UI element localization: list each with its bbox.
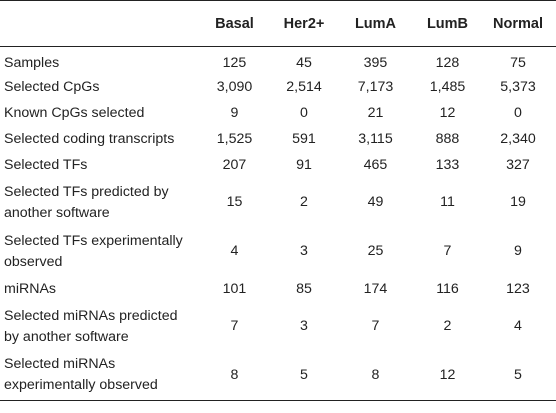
- row-label-line: Selected miRNAs predicted: [4, 307, 178, 324]
- table-cell: 75: [510, 55, 526, 71]
- table-cell: 8: [336, 351, 415, 401]
- table-cell: 2,340: [500, 130, 536, 147]
- table-cell: 3,115: [358, 130, 393, 147]
- table-cell: 12: [439, 104, 456, 121]
- table-cell: 8: [197, 351, 272, 401]
- table-cell: 128: [435, 55, 460, 71]
- row-label: Selected TFs: [4, 156, 88, 173]
- row-label-line: another software: [4, 204, 110, 221]
- header-cell-luma: LumA: [336, 0, 415, 47]
- table-cell: 4: [230, 243, 239, 259]
- data-table: Basal Her2+ LumA LumB Normal Samples 125…: [0, 0, 556, 401]
- table-cell: 2: [300, 194, 308, 210]
- table-cell: 91: [296, 156, 312, 173]
- table-cell: 0: [300, 104, 308, 121]
- table-cell: 123: [506, 280, 530, 297]
- table-cell: 2,514: [286, 78, 322, 95]
- table-row: Samples 125 45 395 128 75: [0, 47, 556, 75]
- table-cell: 15: [226, 194, 243, 210]
- table-cell: 11: [440, 194, 455, 210]
- table-cell: 7,173: [357, 78, 394, 95]
- row-label-line: Selected TFs predicted by: [4, 183, 169, 200]
- table-cell: 327: [506, 156, 530, 173]
- table-cell: 591: [292, 130, 316, 147]
- table-cell: 5: [480, 351, 556, 401]
- header-cell-normal: Normal: [480, 0, 556, 47]
- table-cell: 7: [230, 318, 239, 334]
- table-cell: 9: [514, 243, 522, 259]
- table-row: Selected TFs experimentally observed 4 3 …: [0, 227, 556, 276]
- table-cell: 3: [300, 243, 308, 259]
- table-row: Selected coding transcripts 1,525 591 3,…: [0, 126, 556, 152]
- table-cell: 5: [272, 351, 336, 401]
- table-cell: 125: [222, 55, 247, 71]
- row-label: miRNAs: [4, 280, 57, 297]
- row-label: Known CpGs selected: [4, 104, 145, 121]
- row-label-line: experimentally observed: [4, 377, 158, 394]
- table-cell: 19: [510, 194, 526, 210]
- header-cell-lumb: LumB: [415, 0, 480, 47]
- table-cell: 0: [514, 104, 522, 121]
- table-cell: 207: [222, 156, 247, 173]
- table-cell: 21: [367, 104, 384, 121]
- table-cell: 133: [435, 156, 460, 173]
- table-cell: 7: [443, 243, 452, 259]
- row-label: Selected TFs predicted by another softwar…: [0, 178, 197, 227]
- table-cell: 25: [367, 243, 384, 259]
- table-row: Selected miRNAs predicted by another soft…: [0, 302, 556, 351]
- table-cell: 1,485: [429, 78, 466, 95]
- table-cell: 116: [436, 280, 459, 297]
- table-cell: 465: [363, 156, 388, 173]
- row-label-line: Selected miRNAs: [4, 356, 116, 373]
- table-cell: 101: [222, 280, 247, 297]
- table-cell: 1,525: [216, 130, 253, 147]
- row-label: Selected miRNAs experimentally observed: [0, 351, 197, 401]
- table-cell: 3: [300, 318, 308, 334]
- table-cell: 12: [415, 351, 480, 401]
- header-cell-her2: Her2+: [272, 0, 336, 47]
- table-cell: 45: [296, 55, 312, 71]
- table-row: miRNAs 101 85 174 116 123: [0, 276, 556, 302]
- row-label: Samples: [4, 55, 60, 71]
- table-cell: 395: [363, 55, 388, 71]
- table-row: Selected miRNAs experimentally observed 8…: [0, 351, 556, 401]
- table-cell: 85: [296, 280, 312, 297]
- header-cell-empty: [0, 0, 197, 47]
- row-label-line: observed: [4, 253, 63, 270]
- table-cell: 5,373: [500, 78, 536, 95]
- table-cell: 9: [230, 104, 239, 121]
- row-label: Selected TFs experimentally observed: [0, 227, 197, 276]
- row-label: Selected CpGs: [4, 78, 100, 95]
- table-cell: 2: [443, 318, 452, 334]
- row-label-line: by another software: [4, 328, 129, 345]
- table-cell: 7: [371, 318, 380, 334]
- table-cell: 3,090: [216, 78, 253, 95]
- row-label: Selected miRNAs predicted by another soft…: [0, 302, 197, 351]
- row-label-line: Selected TFs experimentally: [4, 232, 183, 249]
- table-row: Known CpGs selected 9 0 21 12 0: [0, 100, 556, 126]
- header-cell-basal: Basal: [197, 0, 272, 47]
- table-cell: 4: [514, 318, 522, 334]
- table-row: Selected CpGs 3,090 2,514 7,173 1,485 5,…: [0, 74, 556, 100]
- table-header-row: Basal Her2+ LumA LumB Normal: [0, 0, 556, 47]
- row-label: Selected coding transcripts: [4, 130, 175, 147]
- table-cell: 49: [367, 194, 384, 210]
- table-row: Selected TFs predicted by another softwar…: [0, 178, 556, 227]
- table-row: Selected TFs 207 91 465 133 327: [0, 152, 556, 178]
- table-cell: 174: [363, 280, 388, 297]
- table-cell: 888: [435, 130, 460, 147]
